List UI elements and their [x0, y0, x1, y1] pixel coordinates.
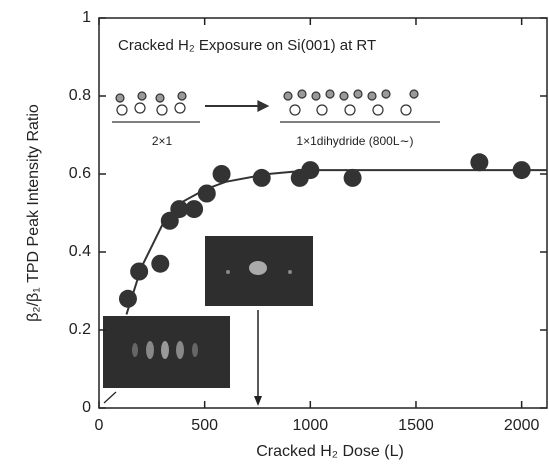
data-point — [185, 200, 204, 219]
data-point — [170, 200, 189, 219]
y-axis-label: β₂/β₁ TPD Peak Intensity Ratio — [25, 104, 42, 322]
data-point — [212, 165, 231, 183]
annotation: 2×1 — [152, 134, 173, 148]
y-tick-label: 0.6 — [69, 165, 91, 182]
data-point — [252, 168, 271, 187]
data-point — [470, 153, 489, 172]
x-axis-label: Cracked H₂ Dose (L) — [256, 443, 404, 460]
y-tick-label: 0.2 — [69, 321, 91, 338]
x-tick-label: 1500 — [398, 417, 434, 434]
x-tick-label: 0 — [95, 417, 104, 434]
data-point — [197, 184, 216, 203]
y-tick-label: 0.8 — [69, 87, 91, 104]
surface-diagram — [112, 89, 440, 123]
data-point — [343, 168, 362, 187]
fit-line — [125, 169, 547, 315]
y-tick-label: 0 — [82, 399, 91, 416]
y-tick-label: 0.4 — [69, 243, 91, 260]
x-tick-label: 1000 — [293, 417, 329, 434]
y-tick-label: 1 — [82, 9, 91, 26]
annotation: Cracked H₂ Exposure on Si(001) at RT — [118, 37, 376, 54]
x-tick-label: 2000 — [504, 417, 540, 434]
data-point — [151, 254, 170, 273]
plot-frame — [98, 17, 548, 409]
leed-image — [103, 236, 313, 406]
x-tick-label: 500 — [191, 417, 218, 434]
annotation: 1×1dihydride (800L∼) — [296, 134, 413, 148]
